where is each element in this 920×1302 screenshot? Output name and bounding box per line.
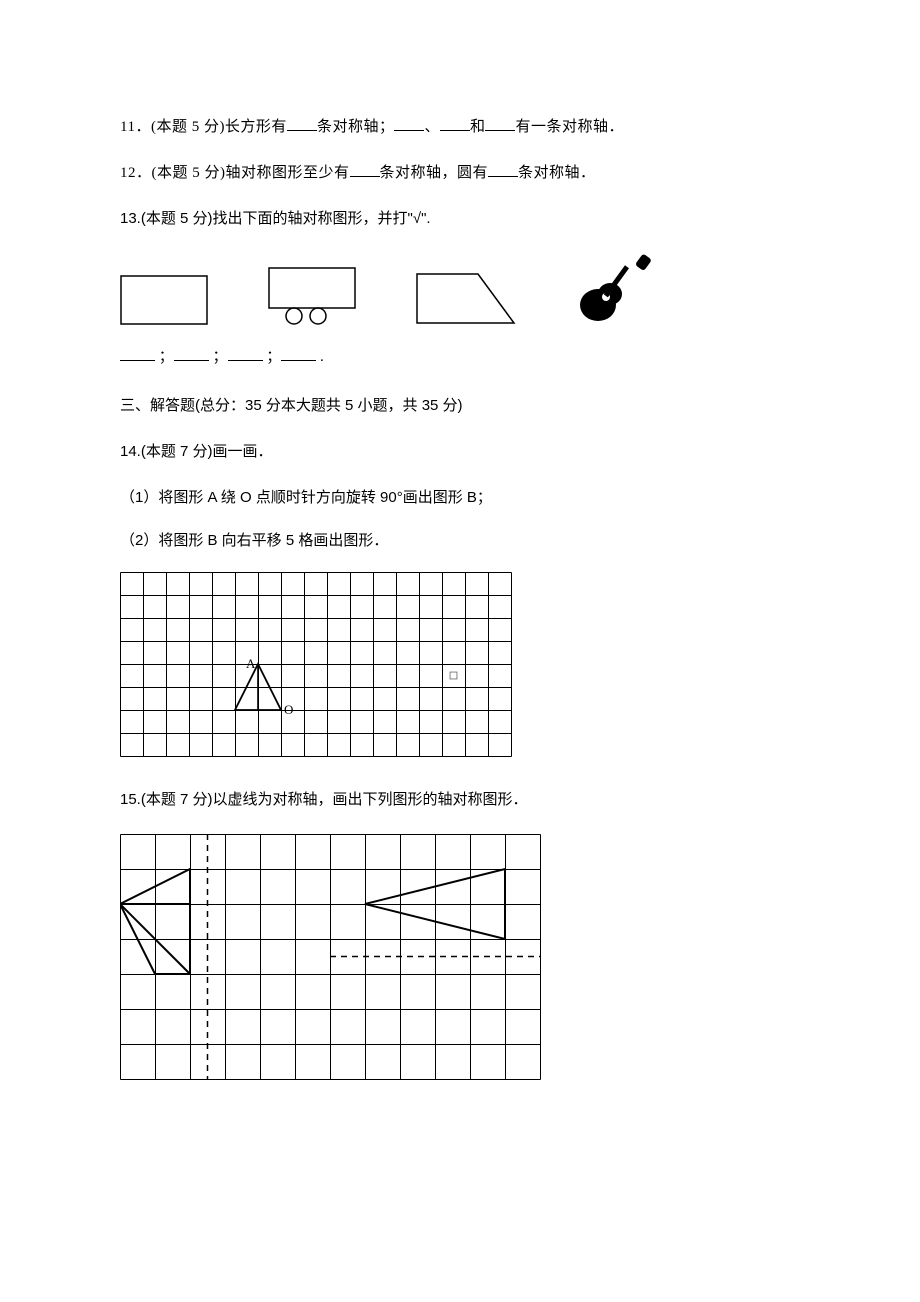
- blank[interactable]: [488, 162, 518, 177]
- section-3-header: 三、解答题(总分：35 分本大题共 5 小题，共 35 分): [120, 394, 800, 418]
- q13-shapes-row: [120, 253, 800, 325]
- svg-text:O: O: [284, 702, 293, 717]
- q15-grid-svg: [120, 834, 541, 1080]
- rectangle-icon: [120, 275, 208, 325]
- cart-icon: [268, 267, 356, 325]
- q11-text-5: 有一条对称轴．: [515, 119, 624, 135]
- question-11: 11．(本题 5 分)长方形有 条对称轴； 、 和 有一条对称轴．: [120, 115, 800, 139]
- q11-text-3: 、: [424, 119, 440, 135]
- blank[interactable]: [120, 346, 155, 361]
- q12-text-1: 12．(本题 5 分)轴对称图形至少有: [120, 165, 350, 181]
- question-13-header: 13.(本题 5 分)找出下面的轴对称图形，并打"√".: [120, 207, 800, 231]
- blank[interactable]: [281, 346, 316, 361]
- blank[interactable]: [394, 116, 424, 131]
- blank[interactable]: [485, 116, 515, 131]
- guitar-icon: [576, 253, 656, 325]
- sep: ；: [263, 349, 282, 365]
- blank[interactable]: [440, 116, 470, 131]
- q14-sub1: （1）将图形 A 绕 O 点顺时针方向旋转 90°画出图形 B；: [120, 486, 800, 507]
- q13-answer-line: ； ； ； .: [120, 345, 800, 366]
- blank[interactable]: [350, 162, 380, 177]
- sep: ；: [209, 349, 228, 365]
- end: .: [316, 349, 324, 365]
- blank[interactable]: [174, 346, 209, 361]
- sep: ；: [155, 349, 174, 365]
- blank[interactable]: [228, 346, 263, 361]
- q12-text-2: 条对称轴，圆有: [380, 165, 489, 181]
- blank[interactable]: [287, 116, 317, 131]
- svg-text:A: A: [246, 656, 256, 671]
- q11-text-1: 11．(本题 5 分)长方形有: [120, 119, 287, 135]
- q15-grid: [120, 834, 800, 1085]
- q11-text-2: 条对称轴；: [317, 119, 395, 135]
- q11-text-4: 和: [470, 119, 486, 135]
- question-14-header: 14.(本题 7 分)画一画．: [120, 440, 800, 464]
- q12-text-3: 条对称轴．: [518, 165, 596, 181]
- question-12: 12．(本题 5 分)轴对称图形至少有 条对称轴，圆有 条对称轴．: [120, 161, 800, 185]
- trapezoid-icon: [416, 273, 516, 325]
- question-15-header: 15.(本题 7 分)以虚线为对称轴，画出下列图形的轴对称图形．: [120, 788, 800, 812]
- q14-sub2: （2）将图形 B 向右平移 5 格画出图形．: [120, 529, 800, 550]
- q14-grid-svg: AO: [120, 572, 512, 757]
- q14-grid: AO: [120, 572, 800, 762]
